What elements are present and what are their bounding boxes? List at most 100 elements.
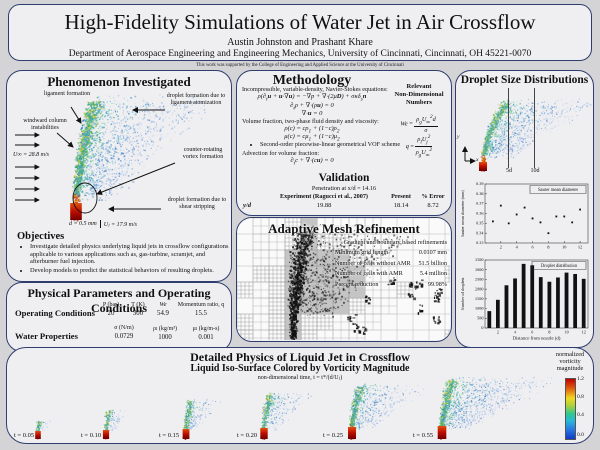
- validation-subtitle: Penetration at x/d = 14.16: [311, 185, 377, 192]
- validation-data-row: y/d 19.88 18.14 8.72: [243, 202, 447, 209]
- nondim-title: Relevant Non-Dimensional Numbers: [394, 83, 444, 106]
- parameters-title: Physical Parameters and Operating Condit…: [27, 286, 211, 315]
- snapshot-spray: [341, 376, 437, 440]
- param-col: Momentum ratio, q 15.5: [177, 302, 225, 317]
- snapshot-time-label: t = 0.10: [81, 432, 102, 439]
- param-col: P (bar) 20: [102, 302, 120, 317]
- line-label-5d: 5d: [506, 168, 512, 174]
- parameters-panel: Physical Parameters and Operating Condit…: [6, 282, 232, 352]
- colorbar-tick: 0.0: [577, 432, 584, 438]
- poster-title: High-Fidelity Simulations of Water Jet i…: [64, 10, 536, 34]
- operating-conditions-row: P (bar) 20 T (K) 300 We 54.9 Momentum ratio…: [97, 302, 227, 317]
- colorbar-label: normalized vorticity magnitude: [555, 351, 585, 372]
- vof-bullet-list: Second-order piecewise-linear geometrica…: [249, 141, 410, 150]
- snapshot-spray: [177, 390, 235, 440]
- arrow-ligament: [70, 106, 82, 124]
- label-windward: windward column instabilities: [23, 118, 67, 131]
- amr-note: Gradient and boundary based refinements: [343, 239, 447, 246]
- operating-conditions-label: Operating Conditions: [15, 308, 95, 318]
- eq-mass: ∂tρ + ∇·(ρu) = 0: [290, 101, 334, 111]
- param-col: T (K) 300: [131, 302, 145, 317]
- time-evolution-panel: Detailed Physics of Liquid Jet in Crossf…: [6, 347, 594, 444]
- colorbar-tick: 0.8: [577, 394, 584, 400]
- objectives-title: Objectives: [17, 231, 65, 242]
- validation-col-experiment: Experiment (Ragucci et al., 2007): [280, 193, 368, 200]
- weber-number-eq: We = ρgU∞2d σ: [400, 114, 438, 135]
- nozzle-diameter-label: d = 0.5 mm: [68, 221, 97, 227]
- label-vortex: counter-rotating vortex formation: [182, 147, 224, 160]
- vortex-circle: [72, 182, 98, 214]
- snapshot-spray: [99, 402, 143, 440]
- param-col: We 54.9: [157, 302, 169, 317]
- validation-error-value: 8.72: [427, 202, 439, 209]
- jet-crossflow-visualization: [53, 87, 231, 229]
- snapshot-spray: [255, 384, 323, 440]
- amr-stats: Minimum grid length 0.0107 mm Number of c…: [335, 249, 447, 288]
- snapshot-time-label: t = 0.05: [14, 432, 35, 439]
- methodology-panel: Methodology Incompressible, variable-den…: [236, 70, 452, 216]
- validation-title: Validation: [318, 172, 370, 184]
- objective-item: Develop models to predict the statistica…: [30, 267, 234, 275]
- snapshot-spray: [431, 368, 563, 440]
- param-col: σ (N/m) 0.0729: [114, 325, 134, 340]
- volume-fraction-label: Volume fraction, two-phase fluid density…: [242, 117, 379, 125]
- phenomenon-title: Phenomenon Investigated: [47, 74, 191, 89]
- amr-grid-visualization: [237, 218, 450, 340]
- poster-affiliation: Department of Aerospace Engineering and …: [68, 49, 532, 59]
- amr-panel: Adaptive Mesh Refinement Gradient and bo…: [236, 217, 452, 342]
- xy-axis-icon: [462, 146, 476, 164]
- eq-divergence: ∇·u = 0: [301, 109, 323, 117]
- jet-conditions: d = 0.5 mm Uⱼ = 17.9 m/s: [43, 220, 163, 228]
- water-properties-label: Water Properties: [15, 331, 78, 341]
- droplet-distribution-chart: [458, 257, 593, 345]
- label-ligament-formation: ligament formation: [43, 91, 91, 97]
- poster-authors: Austin Johnston and Prashant Khare: [227, 37, 373, 48]
- amr-stat-row: Number of cells without AMR 51.5 billion: [335, 259, 447, 267]
- ns-equations-label: Incompressible, variable-density, Navier…: [242, 86, 388, 93]
- label-crossflow-velocity: U∞ = 28.8 m/s: [13, 152, 49, 158]
- colorbar-tick: 0.4: [577, 412, 584, 418]
- eq-navier-stokes: ρ(∂tu + u·∇u) = −∇p + ∇·(2μD) + σκδsn: [257, 93, 367, 103]
- arrow-vortex: [96, 162, 176, 195]
- snapshot-spray: [31, 412, 65, 440]
- amr-title: Adaptive Mesh Refinement: [268, 221, 420, 236]
- crossflow-arrows: [15, 132, 40, 203]
- validation-header-row: Experiment (Ragucci et al., 2007) Presen…: [243, 193, 447, 200]
- eq-viscosity: μ(c) = cμ1 + (1−c)μ2: [284, 133, 340, 143]
- snapshot-time-label: t = 0.20: [237, 432, 258, 439]
- spray-sampling-visualization: [458, 84, 593, 178]
- snapshot-time-label: t = 0.25: [323, 432, 344, 439]
- sampling-line-5d: [508, 88, 509, 168]
- nozzle-marker: [99, 220, 101, 228]
- label-shear: droplet formation due to shear stripping: [167, 197, 227, 210]
- axis-x-label: x: [476, 157, 479, 163]
- arrow-windward: [56, 132, 74, 148]
- label-droplet-ligament: droplet formation due to ligament atomiz…: [166, 93, 226, 106]
- vof-scheme-bullet: Second-order piecewise-linear geometrica…: [260, 141, 410, 149]
- water-properties-row: σ (N/m) 0.0729 ρₗ (kg/m³) 1000 μₗ (kg/m-s)…: [103, 325, 227, 341]
- droplet-panel-title: Droplet Size Distributions: [460, 74, 589, 86]
- bottom-subtitle: Liquid Iso-Surface Colored by Vorticity …: [190, 363, 410, 374]
- jet-velocity-label: Uⱼ = 17.9 m/s: [103, 221, 138, 228]
- sampling-line-10d: [534, 88, 535, 168]
- snapshot-time-label: t = 0.55: [413, 432, 434, 439]
- phenomenon-panel: Phenomenon Investigated l: [6, 70, 232, 282]
- momentum-ratio-eq: q = ρlUj2 ρgU∞2: [405, 134, 433, 159]
- validation-col-present: Present: [391, 193, 411, 200]
- amr-stat-row: Number of cells with AMR 5.4 million: [335, 270, 447, 277]
- header-panel: High-Fidelity Simulations of Water Jet i…: [8, 4, 592, 61]
- funding-note: This work was supported by the College o…: [196, 63, 404, 68]
- methodology-title: Methodology: [272, 73, 352, 88]
- advection-label: Advection for volume fraction:: [242, 149, 320, 157]
- bottom-title: Detailed Physics of Liquid Jet in Crossf…: [190, 350, 410, 364]
- vorticity-colorbar: [565, 378, 576, 440]
- line-label-10d: 10d: [530, 168, 540, 174]
- amr-stat-row: Percent reduction 99.98%: [335, 280, 447, 288]
- validation-experiment-value: 19.88: [316, 202, 332, 209]
- objective-item: Investigate detailed physics underlying …: [30, 243, 234, 266]
- annotation-arrows: [15, 106, 176, 214]
- validation-present-value: 18.14: [393, 202, 409, 209]
- time-note: non-dimensional time, t = t*/(d/Uⱼ): [257, 375, 343, 381]
- colorbar-tick: 1.2: [577, 376, 584, 382]
